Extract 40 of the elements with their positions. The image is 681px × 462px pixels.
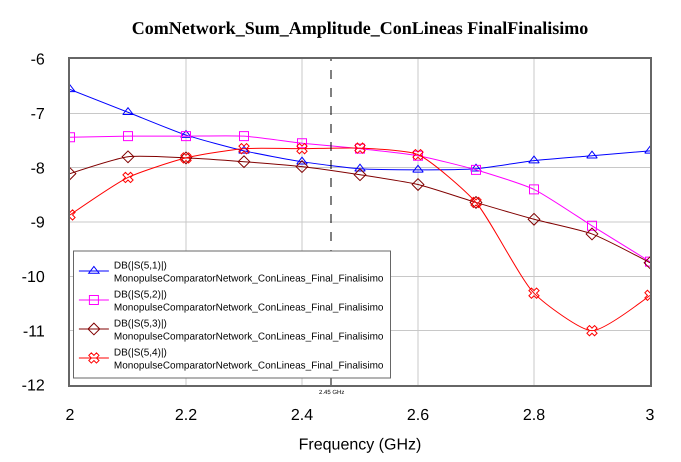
legend-label: DB(|S(5,2)|) MonopulseComparatorNetwork_ConLineas_Final_Finalisimo [114, 289, 384, 314]
y-tick-label: -8 [30, 160, 45, 178]
point [239, 131, 249, 142]
point [528, 288, 540, 299]
point [412, 178, 424, 191]
y-tick-label: -12 [22, 378, 45, 395]
point [122, 150, 134, 164]
x-tick-label: 2.6 [406, 407, 430, 424]
x-tick-label: 2.8 [522, 407, 546, 424]
point [412, 164, 424, 173]
point [123, 131, 133, 142]
point [238, 146, 250, 154]
point [586, 228, 598, 240]
y-tick-label: -11 [22, 323, 45, 340]
x-tick-label: 2 [66, 407, 75, 424]
point [181, 131, 191, 142]
point [587, 220, 597, 231]
legend-label: DB(|S(5,3)|) MonopulseComparatorNetwork_ConLineas_Final_Finalisimo [114, 318, 384, 342]
x-tick-label: 2.4 [290, 407, 314, 424]
point [238, 143, 250, 154]
point [354, 168, 366, 182]
legend-label: DB(|S(5,1)|) MonopulseComparatorNetwork_ConLineas_Final_Finalisimo [114, 260, 384, 284]
point [586, 325, 598, 336]
point [296, 160, 308, 173]
y-tick-label: -9 [30, 214, 45, 232]
legend-label: DB(|S(5,4)|) MonopulseComparatorNetwork_ConLineas_Final_Finalisimo [114, 347, 384, 372]
x-tick-label: 2.2 [174, 407, 198, 424]
x-tick-label: 3 [646, 407, 655, 424]
x-axis-title: Frequency (GHz) [298, 436, 422, 454]
point [122, 172, 134, 184]
point [296, 143, 308, 154]
chart-title: ComNetwork_Sum_Amplitude_ConLineas FinalFinalisimo [132, 18, 588, 38]
y-tick-label: -6 [30, 52, 45, 69]
point [528, 212, 540, 226]
y-tick-label: -7 [30, 106, 45, 123]
point [297, 138, 307, 148]
point [471, 164, 481, 175]
point [238, 155, 250, 168]
point [529, 184, 539, 194]
y-tick-label: -10 [22, 268, 45, 286]
